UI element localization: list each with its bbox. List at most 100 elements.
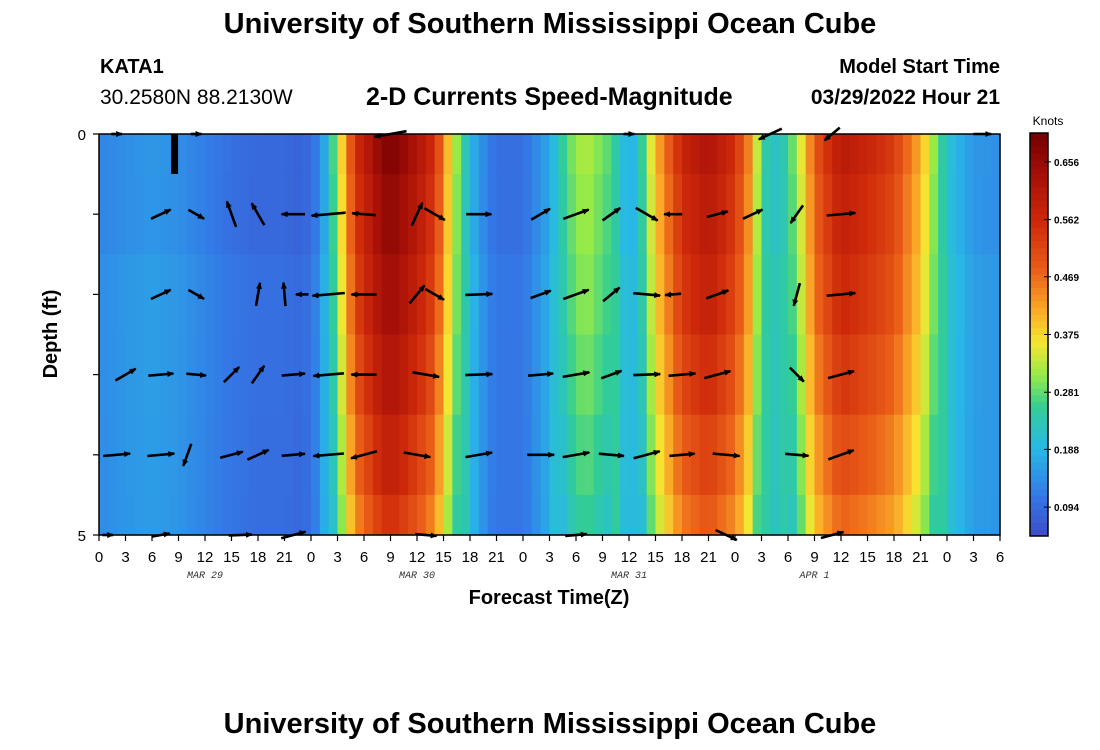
heatmap-cell bbox=[346, 494, 356, 536]
heatmap-cell bbox=[213, 334, 224, 416]
heatmap-cell bbox=[576, 254, 586, 336]
heatmap-cell bbox=[178, 334, 188, 416]
heatmap-cell bbox=[99, 494, 109, 536]
heatmap-cell bbox=[514, 334, 524, 416]
heatmap-cell bbox=[823, 134, 833, 175]
heatmap-cell bbox=[266, 174, 277, 255]
heatmap-cell bbox=[602, 254, 612, 336]
heatmap-cell bbox=[372, 174, 383, 255]
date-label: MAR 31 bbox=[611, 571, 647, 582]
heatmap-cell bbox=[858, 494, 869, 536]
heatmap-cell bbox=[690, 494, 701, 536]
colorbar-segment bbox=[1030, 233, 1048, 241]
colorbar-segment bbox=[1030, 280, 1048, 288]
heatmap-cell bbox=[222, 254, 233, 336]
heatmap-cell bbox=[726, 254, 736, 336]
heatmap-cell bbox=[496, 334, 506, 416]
heatmap-cell bbox=[258, 254, 268, 336]
heatmap-cell bbox=[258, 494, 268, 536]
heatmap-cell bbox=[743, 414, 754, 496]
heatmap-cell bbox=[213, 134, 224, 175]
heatmap-cell bbox=[399, 334, 409, 416]
x-tick-label: 21 bbox=[700, 549, 717, 566]
heatmap-cell bbox=[708, 134, 718, 175]
heatmap-cell bbox=[735, 494, 745, 536]
current-vector-arrow bbox=[312, 452, 345, 459]
current-vector-arrow bbox=[147, 451, 176, 458]
x-tick-label: 18 bbox=[886, 549, 903, 566]
current-vector-arrow bbox=[826, 210, 857, 217]
current-vector-arrow bbox=[187, 208, 205, 220]
heatmap-cell bbox=[452, 134, 462, 175]
heatmap-cell bbox=[894, 254, 904, 336]
heatmap-cell bbox=[902, 494, 913, 536]
heatmap-cell bbox=[443, 334, 453, 416]
heatmap-cell bbox=[328, 134, 339, 175]
heatmap-cell bbox=[381, 414, 392, 496]
heatmap-cell bbox=[549, 334, 559, 416]
heatmap-cell bbox=[523, 334, 533, 416]
heatmap-cell bbox=[275, 254, 286, 336]
heatmap-cell bbox=[911, 334, 922, 416]
current-vector-arrow bbox=[633, 371, 662, 378]
heatmap-cell bbox=[496, 254, 506, 336]
colorbar-segment bbox=[1030, 267, 1048, 275]
heatmap-cell bbox=[947, 414, 957, 496]
current-vector-arrow bbox=[530, 207, 551, 221]
heatmap-cell bbox=[523, 254, 533, 336]
heatmap-cell bbox=[116, 174, 127, 255]
heatmap-cell bbox=[443, 174, 453, 255]
heatmap-cell bbox=[390, 414, 400, 496]
date-label: MAR 30 bbox=[399, 571, 435, 582]
current-vector-arrow bbox=[792, 282, 802, 307]
heatmap-cell bbox=[743, 174, 754, 255]
heatmap-cell bbox=[99, 254, 109, 336]
heatmap-cell bbox=[187, 494, 197, 536]
heatmap-cell bbox=[823, 494, 833, 536]
x-tick-label: 6 bbox=[360, 549, 368, 566]
heatmap-cell bbox=[920, 494, 930, 536]
current-vector-arrow bbox=[562, 370, 591, 379]
heatmap-cell bbox=[496, 134, 506, 175]
heatmap-cell bbox=[673, 494, 683, 536]
heatmap-cell bbox=[302, 174, 312, 255]
x-tick-label: 0 bbox=[731, 549, 739, 566]
heatmap-cell bbox=[823, 414, 833, 496]
heatmap-cell bbox=[726, 174, 736, 255]
heatmap-cell bbox=[902, 414, 913, 496]
heatmap-cell bbox=[814, 174, 824, 255]
heatmap-cell bbox=[399, 494, 409, 536]
heatmap-cell bbox=[143, 174, 153, 255]
heatmap-cell bbox=[858, 254, 869, 336]
current-vector-arrow bbox=[310, 211, 346, 219]
heatmap-cell bbox=[381, 174, 392, 255]
heatmap-cell bbox=[788, 254, 798, 336]
heatmap-cell bbox=[593, 134, 604, 175]
heatmap-cell bbox=[743, 334, 754, 416]
footer-title: University of Southern Mississippi Ocean… bbox=[223, 708, 877, 740]
colorbar-segment bbox=[1030, 287, 1048, 295]
heatmap-cell bbox=[461, 414, 471, 496]
current-vector-arrow bbox=[225, 200, 238, 228]
heatmap-cell bbox=[664, 414, 674, 496]
heatmap-cell bbox=[593, 254, 604, 336]
heatmap-cell bbox=[558, 494, 568, 536]
heatmap-cell bbox=[637, 174, 648, 255]
heatmap-cell bbox=[399, 134, 409, 175]
heatmap-cell bbox=[240, 494, 250, 536]
y-axis-label: Depth (ft) bbox=[40, 290, 62, 379]
heatmap-cell bbox=[938, 174, 948, 255]
heatmap-cell bbox=[646, 414, 657, 496]
heatmap-cell bbox=[867, 414, 877, 496]
heatmap-cell bbox=[231, 414, 241, 496]
heatmap-cell bbox=[205, 494, 215, 536]
heatmap-cell bbox=[726, 494, 736, 536]
x-tick-label: 0 bbox=[307, 549, 315, 566]
colorbar-segment bbox=[1030, 321, 1048, 329]
colorbar-units: Knots bbox=[1033, 114, 1064, 128]
heatmap-cell bbox=[849, 134, 860, 175]
heatmap-cell bbox=[805, 134, 816, 175]
heatmap-cell bbox=[240, 334, 250, 416]
heatmap-cell bbox=[496, 414, 506, 496]
heatmap-cell bbox=[982, 494, 992, 536]
